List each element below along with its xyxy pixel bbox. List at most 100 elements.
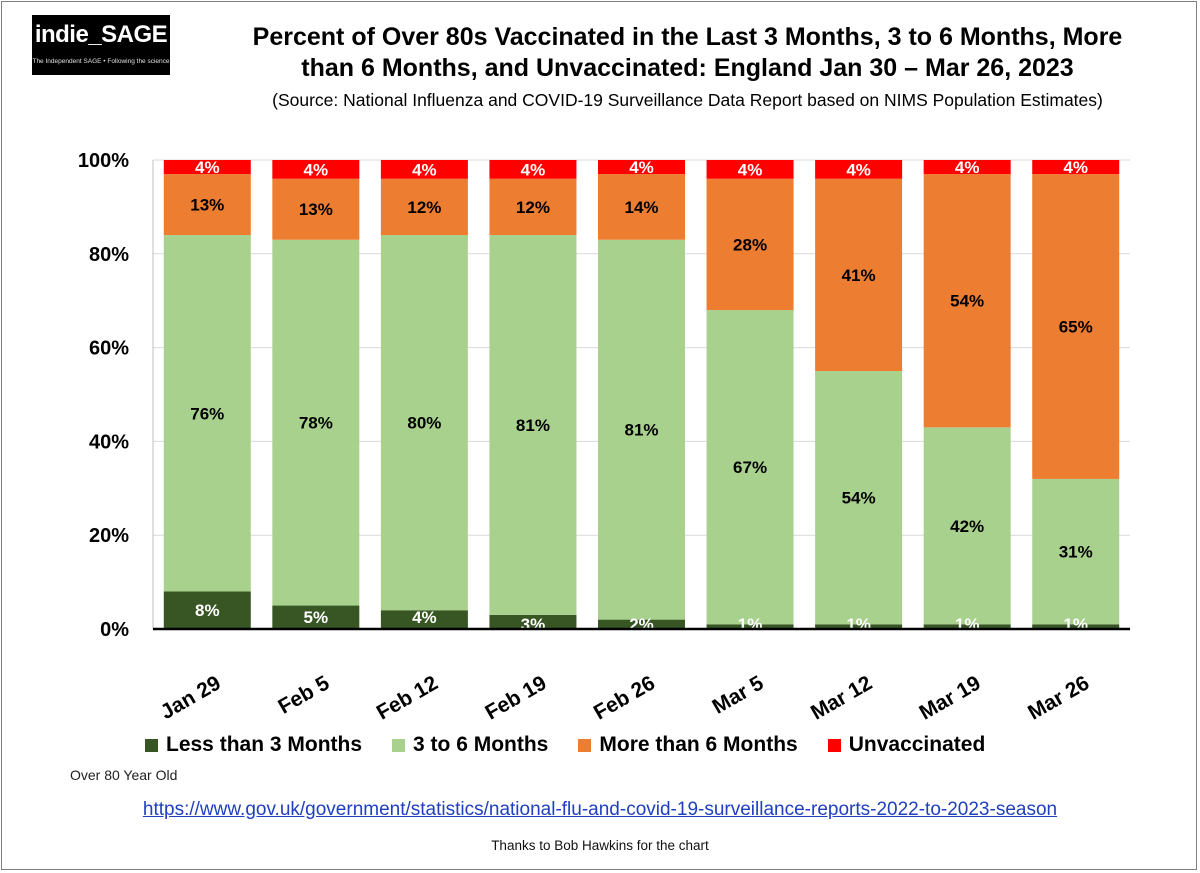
chart-subtitle: (Source: National Influenza and COVID-19… xyxy=(272,90,1103,110)
data-label: 8% xyxy=(195,601,220,620)
data-label: 4% xyxy=(412,160,437,179)
population-note: Over 80 Year Old xyxy=(70,767,178,783)
bar-segment xyxy=(706,160,794,179)
bar-segment xyxy=(598,160,685,175)
x-tick-label: Mar 26 xyxy=(1024,671,1093,724)
data-label: 4% xyxy=(846,160,871,179)
data-label: 41% xyxy=(842,266,876,285)
data-label: 80% xyxy=(407,414,441,433)
data-label: 65% xyxy=(1059,317,1093,336)
data-label: 13% xyxy=(299,200,333,219)
chart-title: Percent of Over 80s Vaccinated in the La… xyxy=(195,22,1180,84)
data-label: 31% xyxy=(1059,543,1093,562)
data-label: 1% xyxy=(738,615,763,634)
bar-segment xyxy=(163,160,251,175)
bar-segment xyxy=(380,610,468,629)
indie-sage-logo: indie_SAGE The Independent SAGE • Follow… xyxy=(32,15,170,75)
legend-label: 3 to 6 Months xyxy=(413,733,549,756)
x-tick-label: Mar 19 xyxy=(916,671,985,724)
bar-segment xyxy=(272,239,360,606)
data-label: 81% xyxy=(624,421,658,440)
bar-segment xyxy=(489,614,577,629)
data-label: 1% xyxy=(955,615,980,634)
bar-segment xyxy=(598,619,685,629)
y-tick-label: 100% xyxy=(78,150,129,172)
data-label: 4% xyxy=(195,158,220,177)
bar-segment xyxy=(489,160,577,179)
bar-segment xyxy=(489,178,577,236)
data-label: 54% xyxy=(842,489,876,508)
data-label: 4% xyxy=(629,158,654,177)
source-link[interactable]: https://www.gov.uk/government/statistics… xyxy=(142,799,1058,820)
bar-segment xyxy=(815,160,903,179)
x-tick-label: Mar 12 xyxy=(807,671,876,724)
bar-segment xyxy=(706,624,794,629)
data-label: 2% xyxy=(629,615,654,634)
legend-item-less-than-3-months: Less than 3 Months xyxy=(145,733,362,757)
data-label: 67% xyxy=(733,458,767,477)
bar-segment xyxy=(706,178,794,311)
y-tick-label: 20% xyxy=(89,525,129,547)
data-label: 4% xyxy=(738,160,763,179)
y-tick-label: 80% xyxy=(89,244,129,266)
data-label: 4% xyxy=(412,608,437,627)
x-tick-label: Feb 19 xyxy=(481,671,550,724)
x-tick-label: Feb 12 xyxy=(373,671,442,724)
bar-segment xyxy=(1032,478,1120,625)
x-tick-label: Feb 5 xyxy=(274,671,333,719)
bar-segment xyxy=(815,371,903,625)
legend-item-3-to-6-months: 3 to 6 Months xyxy=(392,733,548,757)
legend-label: Unvaccinated xyxy=(848,733,986,756)
bar-segment xyxy=(1032,160,1120,175)
bar-segment xyxy=(923,160,1011,175)
bar-segment xyxy=(163,174,251,236)
legend: Less than 3 Months 3 to 6 Months More th… xyxy=(145,733,1015,757)
logo-name: indie_SAGE xyxy=(34,21,168,48)
legend-label: More than 6 Months xyxy=(599,733,798,756)
bar-segment xyxy=(380,178,468,236)
data-label: 12% xyxy=(516,198,550,217)
legend-swatch-less-than-3-months xyxy=(145,738,158,752)
x-tick-label: Feb 26 xyxy=(590,671,659,724)
chart-title-line-2: than 6 Months, and Unvaccinated: England… xyxy=(301,54,1074,82)
data-label: 12% xyxy=(407,198,441,217)
data-labels: 8% 76% 13% 4% 5% 78% 13% 4% 4% 80% 12% 4% 3% 81% 12% 4%… xyxy=(190,158,1092,634)
bar-segment xyxy=(815,624,903,629)
bar-segment xyxy=(923,624,1011,629)
bar-segment xyxy=(380,235,468,611)
bar-segment xyxy=(815,178,903,372)
logo-tagline: The Independent SAGE • Following the sci… xyxy=(32,58,170,65)
bar-segment xyxy=(380,160,468,179)
data-label: 3% xyxy=(521,615,546,634)
bar-segment xyxy=(598,239,685,620)
bar-segment xyxy=(163,591,251,629)
legend-swatch-3-to-6-months xyxy=(392,738,406,752)
x-tick-label: Jan 29 xyxy=(157,671,225,724)
x-tick-label: Mar 5 xyxy=(709,671,768,719)
bar-segment xyxy=(1032,624,1120,629)
bar-segment xyxy=(1032,174,1120,479)
bar-segment xyxy=(272,605,360,629)
data-label: 1% xyxy=(846,615,871,634)
data-label: 4% xyxy=(521,160,546,179)
bar-segment xyxy=(272,160,360,179)
credit-text: Thanks to Bob Hawkins for the chart xyxy=(491,838,709,853)
bar-segment xyxy=(163,235,251,592)
bar-segment xyxy=(272,178,360,240)
x-axis: Jan 29 Feb 5 Feb 12 Feb 19 Feb 26 Mar 5 Mar 12… xyxy=(153,627,1130,725)
bar-segment xyxy=(706,310,794,625)
data-label: 28% xyxy=(733,235,767,254)
data-label: 13% xyxy=(190,196,224,215)
data-label: 81% xyxy=(516,416,550,435)
legend-item-more-than-6-months: More than 6 Months xyxy=(578,733,798,757)
data-label: 54% xyxy=(950,292,984,311)
bars xyxy=(163,160,1120,629)
legend-swatch-unvaccinated xyxy=(827,738,841,752)
chart-title-line-1: Percent of Over 80s Vaccinated in the La… xyxy=(252,23,1123,51)
bar-segment xyxy=(598,174,685,240)
data-label: 4% xyxy=(1063,158,1088,177)
legend-swatch-more-than-6-months xyxy=(578,738,592,752)
data-label: 4% xyxy=(955,158,980,177)
